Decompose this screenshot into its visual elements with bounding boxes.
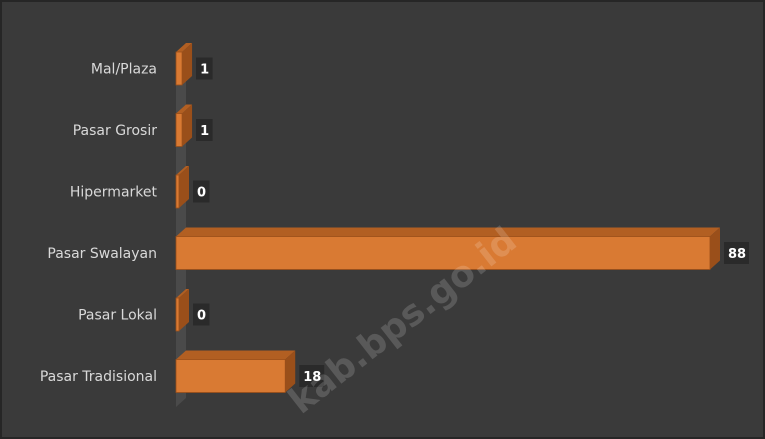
value-label-text: 1	[200, 124, 209, 139]
bar-front-face	[175, 359, 286, 393]
value-label-pasar-tradisional: 18	[299, 365, 325, 387]
bar-top-face	[176, 104, 193, 114]
value-labels: 1 1 0 88 0 18	[193, 57, 749, 387]
bar-top-face	[176, 166, 189, 175]
bar-pasar-swalayan	[175, 227, 720, 270]
bar-front-face	[175, 51, 183, 86]
value-label-text: 88	[728, 247, 746, 262]
value-label-pasar-swalayan: 88	[724, 242, 749, 264]
bar-front-face	[175, 174, 180, 209]
bar-top-face	[176, 289, 189, 298]
value-label-text: 0	[197, 309, 206, 324]
value-label-box	[193, 303, 210, 326]
value-label-box	[299, 365, 325, 387]
category-labels: Mal/Plaza Pasar Grosir Hipermarket Pasar Sw…	[40, 62, 158, 386]
value-label-hipermarket: 0	[193, 180, 210, 203]
bar-top-face	[176, 350, 296, 360]
bar-front-face	[175, 113, 183, 147]
value-label-pasar-grosir: 1	[196, 119, 213, 141]
category-label-pasar-tradisional: Pasar Tradisional	[40, 369, 157, 385]
bar-pasar-tradisional	[175, 350, 296, 393]
category-label-pasar-lokal: Pasar Lokal	[78, 308, 157, 324]
bar-front-face	[175, 297, 180, 332]
bar-mal-plaza	[175, 43, 193, 86]
bar-side-face	[182, 43, 193, 85]
value-label-text: 1	[200, 63, 209, 78]
bar-side-face	[179, 289, 189, 331]
value-label-box	[193, 180, 210, 203]
value-label-text: 18	[303, 370, 321, 385]
bar-pasar-grosir	[175, 104, 193, 147]
category-label-hipermarket: Hipermarket	[70, 185, 158, 201]
value-label-pasar-lokal: 0	[193, 303, 210, 326]
value-label-box	[196, 57, 213, 80]
value-label-text: 0	[197, 186, 206, 201]
bar-side-face	[179, 166, 189, 208]
category-label-pasar-swalayan: Pasar Swalayan	[47, 246, 157, 262]
bar-hipermarket	[175, 166, 189, 209]
bar-top-face	[176, 227, 720, 237]
value-label-mal-plaza: 1	[196, 57, 213, 80]
value-label-box	[196, 119, 213, 141]
bar-side-face	[182, 104, 193, 147]
bar-side-face	[285, 350, 296, 393]
bar-top-face	[176, 43, 193, 52]
bar-pasar-lokal	[175, 289, 189, 332]
bars-layer	[175, 43, 720, 393]
bar-side-face	[710, 227, 720, 270]
category-label-mal-plaza: Mal/Plaza	[91, 62, 157, 78]
category-label-pasar-grosir: Pasar Grosir	[73, 123, 158, 139]
bar-front-face	[175, 236, 711, 270]
value-label-box	[724, 242, 749, 264]
